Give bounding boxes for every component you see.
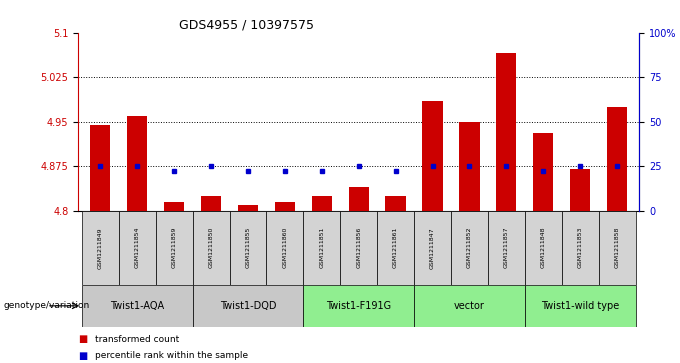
- Text: GSM1211854: GSM1211854: [135, 227, 140, 269]
- Bar: [82, 285, 192, 327]
- Text: GSM1211856: GSM1211856: [356, 227, 361, 268]
- Text: ■: ■: [78, 351, 88, 361]
- Bar: [164, 201, 184, 211]
- Text: vector: vector: [454, 301, 485, 311]
- Text: GSM1211853: GSM1211853: [577, 227, 583, 269]
- Text: Twist1-F191G: Twist1-F191G: [326, 301, 391, 311]
- Text: GSM1211861: GSM1211861: [393, 227, 398, 268]
- Bar: [340, 211, 377, 285]
- Bar: [451, 211, 488, 285]
- Bar: [525, 285, 636, 327]
- Bar: [525, 211, 562, 285]
- Text: Twist1-AQA: Twist1-AQA: [110, 301, 165, 311]
- Text: GSM1211848: GSM1211848: [541, 227, 546, 269]
- Text: Twist1-wild type: Twist1-wild type: [541, 301, 619, 311]
- Bar: [156, 211, 192, 285]
- Bar: [311, 196, 332, 211]
- Bar: [238, 205, 258, 211]
- Bar: [201, 196, 221, 211]
- Bar: [562, 211, 598, 285]
- Bar: [533, 134, 554, 211]
- Text: percentile rank within the sample: percentile rank within the sample: [95, 351, 248, 360]
- Text: ■: ■: [78, 334, 88, 344]
- Bar: [192, 211, 230, 285]
- Bar: [267, 211, 303, 285]
- Bar: [414, 211, 451, 285]
- Bar: [570, 169, 590, 211]
- Text: GSM1211847: GSM1211847: [430, 227, 435, 269]
- Bar: [192, 285, 303, 327]
- Bar: [119, 211, 156, 285]
- Text: transformed count: transformed count: [95, 335, 180, 344]
- Text: GSM1211851: GSM1211851: [320, 227, 324, 268]
- Bar: [90, 125, 110, 211]
- Bar: [607, 107, 627, 211]
- Bar: [349, 187, 369, 211]
- Bar: [230, 211, 267, 285]
- Text: GDS4955 / 10397575: GDS4955 / 10397575: [179, 19, 314, 32]
- Text: GSM1211850: GSM1211850: [209, 227, 214, 268]
- Bar: [459, 122, 479, 211]
- Text: GSM1211852: GSM1211852: [467, 227, 472, 269]
- Text: GSM1211855: GSM1211855: [245, 227, 250, 268]
- Text: GSM1211860: GSM1211860: [282, 227, 288, 268]
- Bar: [414, 285, 525, 327]
- Bar: [488, 211, 525, 285]
- Bar: [303, 211, 340, 285]
- Bar: [386, 196, 406, 211]
- Text: GSM1211857: GSM1211857: [504, 227, 509, 269]
- Bar: [303, 285, 414, 327]
- Text: Twist1-DQD: Twist1-DQD: [220, 301, 276, 311]
- Bar: [82, 211, 119, 285]
- Bar: [496, 53, 517, 211]
- Bar: [598, 211, 636, 285]
- Text: GSM1211849: GSM1211849: [98, 227, 103, 269]
- Bar: [422, 101, 443, 211]
- Text: GSM1211859: GSM1211859: [171, 227, 177, 269]
- Bar: [377, 211, 414, 285]
- Bar: [127, 116, 148, 211]
- Text: genotype/variation: genotype/variation: [3, 301, 90, 310]
- Text: GSM1211858: GSM1211858: [615, 227, 619, 268]
- Bar: [275, 201, 295, 211]
